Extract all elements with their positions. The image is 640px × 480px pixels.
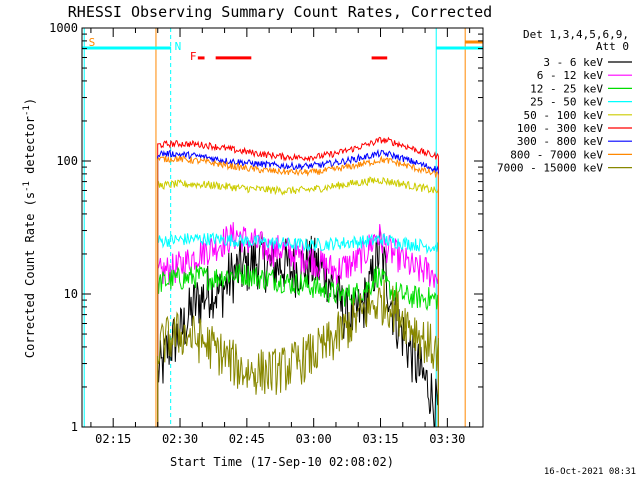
legend-header-line1: Det 1,3,4,5,6,9,	[523, 28, 629, 41]
series-line-1	[157, 222, 439, 427]
chart-title: RHESSI Observing Summary Count Rates, Co…	[68, 3, 492, 21]
series-line-8	[157, 279, 439, 427]
y-tick-label-2: 100	[56, 154, 78, 168]
x-axis: 02:15 02:30 02:45 03:00 03:15 03:30	[90, 28, 471, 446]
x-tick-label-0: 02:15	[95, 432, 131, 446]
legend-label-6: 300 - 800 keV	[517, 135, 603, 148]
x-tick-label-5: 03:30	[429, 432, 465, 446]
plot-area: S NF	[82, 28, 483, 427]
x-tick-label-4: 03:15	[362, 432, 398, 446]
y-tick-label-1: 10	[64, 287, 78, 301]
x-tick-label-1: 02:30	[162, 432, 198, 446]
series-line-3	[157, 232, 439, 427]
legend-label-1: 6 - 12 keV	[537, 69, 604, 82]
legend-label-2: 12 - 25 keV	[530, 82, 603, 95]
x-tick-label-3: 03:00	[296, 432, 332, 446]
y-axis-label: Corrected Count Rate (s-1 detector-1)	[22, 98, 37, 358]
series-line-7	[157, 155, 439, 427]
legend-label-0: 3 - 6 keV	[543, 56, 603, 69]
series-line-5	[157, 136, 439, 427]
x-axis-label: Start Time (17-Sep-10 02:08:02)	[170, 455, 394, 469]
x-tick-label-2: 02:45	[229, 432, 265, 446]
y-tick-label-0: 1	[71, 420, 78, 434]
series-line-4	[157, 176, 439, 427]
legend-label-4: 50 - 100 keV	[524, 109, 604, 122]
legend-header-line2: Att 0	[596, 40, 629, 53]
y-axis: 1 10 100 1000	[49, 21, 483, 434]
marker-n: N	[175, 40, 182, 53]
legend-label-5: 100 - 300 keV	[517, 122, 603, 135]
plot-frame	[81, 27, 484, 428]
series-line-6	[157, 148, 439, 427]
legend-label-3: 25 - 50 keV	[530, 96, 603, 109]
legend-label-7: 800 - 7000 keV	[510, 148, 603, 161]
legend-label-8: 7000 - 15000 keV	[497, 162, 603, 175]
marker-f: F	[190, 50, 197, 63]
marker-s: S	[89, 36, 96, 49]
y-tick-label-3: 1000	[49, 21, 78, 35]
date-stamp: 16-Oct-2021 08:31	[544, 467, 636, 477]
